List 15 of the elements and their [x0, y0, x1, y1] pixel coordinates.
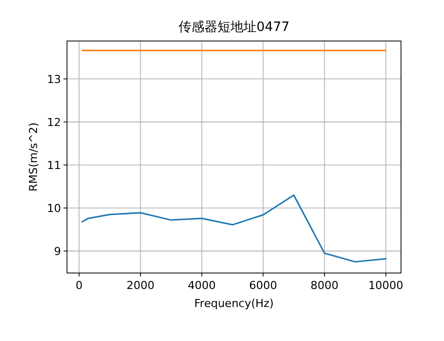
y-tick-label: 12 — [47, 116, 61, 129]
x-tick-label: 0 — [76, 279, 83, 292]
y-tick-label: 11 — [47, 158, 61, 172]
y-tick-label: 10 — [47, 202, 61, 216]
y-tick-label: 9 — [54, 245, 61, 258]
x-axis-title: Frequency(Hz) — [194, 297, 274, 310]
x-tick-label: 8000 — [310, 279, 338, 292]
x-tick-label: 4000 — [188, 279, 216, 292]
y-axis-title: RMS(m/s^2) — [27, 122, 40, 192]
x-tick-label: 2000 — [126, 279, 154, 292]
line-series — [81, 194, 387, 263]
x-tick-label: 6000 — [249, 279, 278, 292]
chart-title: 传感器短地址0477 — [178, 20, 290, 35]
x-tick-label: 10000 — [368, 279, 404, 292]
y-tick-label: 13 — [47, 72, 61, 86]
